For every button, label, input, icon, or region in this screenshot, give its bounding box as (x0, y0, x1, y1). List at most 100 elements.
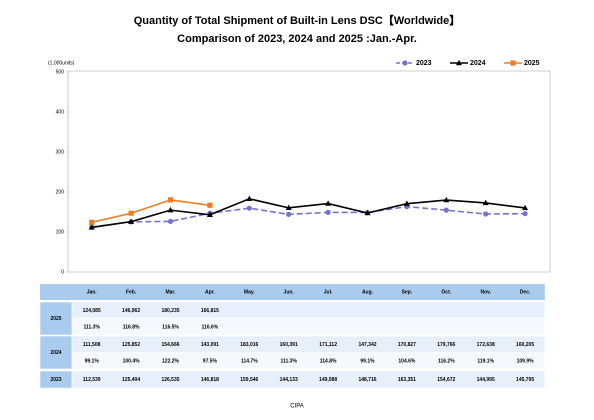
year-cell (39, 301, 73, 336)
marker (167, 197, 174, 203)
column-header: Jan. (87, 289, 98, 295)
value-cell: 146,818 (201, 377, 219, 383)
value-cell: 172,638 (477, 342, 495, 348)
marker (482, 199, 489, 206)
value-cell: 125,852 (122, 342, 140, 348)
yoy-cell: 119.1% (477, 358, 494, 364)
marker (522, 204, 529, 211)
column-header: Aug. (362, 289, 374, 295)
marker (167, 218, 174, 224)
value-cell: 148,716 (358, 377, 376, 383)
table-row (71, 318, 546, 336)
marker (89, 219, 95, 225)
y-tick-label: 200 (56, 189, 65, 195)
value-cell: 171,112 (319, 342, 337, 348)
value-cell: 149,088 (319, 377, 337, 383)
yoy-cell: 116.2% (438, 358, 455, 364)
value-cell: 154,666 (161, 342, 179, 348)
marker (403, 200, 410, 206)
marker (522, 211, 528, 217)
series-line (91, 197, 526, 229)
legend-label: 2023 (416, 60, 432, 67)
value-cell: 179,766 (437, 342, 455, 348)
source: CIPA (290, 404, 304, 410)
y-tick-label: 300 (56, 149, 65, 155)
value-cell: 145,795 (516, 377, 534, 383)
value-cell: 143,091 (201, 342, 219, 348)
table-row (71, 370, 546, 389)
value-cell: 144,133 (280, 377, 298, 383)
marker (286, 211, 292, 217)
yoy-cell: 122.2% (162, 358, 180, 364)
y-tick-label: 500 (56, 69, 65, 75)
legend-label: 2024 (470, 60, 486, 67)
column-header: Jun. (284, 289, 295, 295)
value-cell: 146,962 (122, 308, 140, 314)
series-line (91, 199, 211, 224)
value-cell: 170,827 (398, 342, 416, 348)
value-cell: 180,235 (161, 308, 179, 314)
value-cell: 163,351 (398, 377, 416, 383)
legend-marker (510, 60, 516, 66)
table-row (71, 335, 546, 353)
marker (246, 205, 252, 211)
value-cell: 126,535 (161, 377, 179, 383)
value-cell: 154,672 (437, 377, 455, 383)
chart-subtitle: Comparison of 2023, 2024 and 2025 :Jan.-… (177, 33, 417, 45)
plot-frame (67, 70, 551, 273)
yoy-cell: 99.1% (360, 358, 375, 364)
value-cell: 183,016 (240, 342, 258, 348)
year-label: 2025 (50, 316, 61, 322)
column-header: Apr. (205, 289, 215, 295)
marker (443, 196, 450, 203)
value-cell: 166,815 (201, 308, 219, 314)
legend-label: 2025 (524, 60, 540, 67)
marker (443, 207, 449, 213)
marker (325, 200, 332, 206)
marker (128, 218, 135, 224)
value-cell: 160,391 (280, 342, 298, 348)
column-header: May. (244, 289, 255, 295)
year-cell (39, 335, 73, 370)
yoy-cell: 109.9% (517, 358, 535, 364)
yoy-cell: 116.6% (202, 324, 219, 330)
series-line (91, 205, 526, 228)
yoy-cell: 114.7% (241, 358, 258, 364)
marker (285, 204, 292, 211)
legend-marker (456, 59, 462, 66)
marker (483, 211, 489, 217)
column-header: Jul. (324, 289, 333, 295)
value-cell: 147,342 (358, 342, 376, 348)
column-header: Mar. (165, 289, 176, 295)
year-label: 2024 (50, 350, 61, 356)
marker (207, 202, 213, 208)
y-tick-label: 100 (56, 229, 65, 235)
yoy-cell: 100.4% (123, 358, 141, 364)
value-cell: 112,539 (83, 377, 101, 383)
chart-title: Quantity of Total Shipment of Built-in L… (134, 14, 461, 27)
year-label: 2023 (50, 377, 61, 383)
column-header: Nov. (480, 289, 491, 295)
marker (325, 209, 331, 215)
marker (364, 209, 371, 216)
marker (128, 210, 134, 216)
yoy-cell: 116.8% (123, 324, 140, 330)
column-header: Feb. (126, 289, 137, 295)
value-cell: 160,205 (516, 342, 534, 348)
yoy-cell: 99.1% (85, 358, 100, 364)
column-header: Oct. (441, 289, 451, 295)
value-cell: 125,404 (122, 377, 140, 383)
legend-marker (402, 60, 408, 66)
yoy-cell: 104.6% (398, 358, 416, 364)
marker (246, 195, 253, 201)
yoy-cell: 97.5% (203, 358, 218, 364)
marker (206, 211, 213, 217)
yoy-cell: 114.8% (320, 358, 337, 364)
yoy-cell: 116.5% (162, 324, 179, 330)
column-header: Dec. (520, 289, 531, 295)
yoy-cell: 111.3% (280, 358, 297, 364)
marker (167, 206, 174, 213)
column-header: Sep. (402, 289, 413, 295)
table-row (71, 352, 546, 370)
